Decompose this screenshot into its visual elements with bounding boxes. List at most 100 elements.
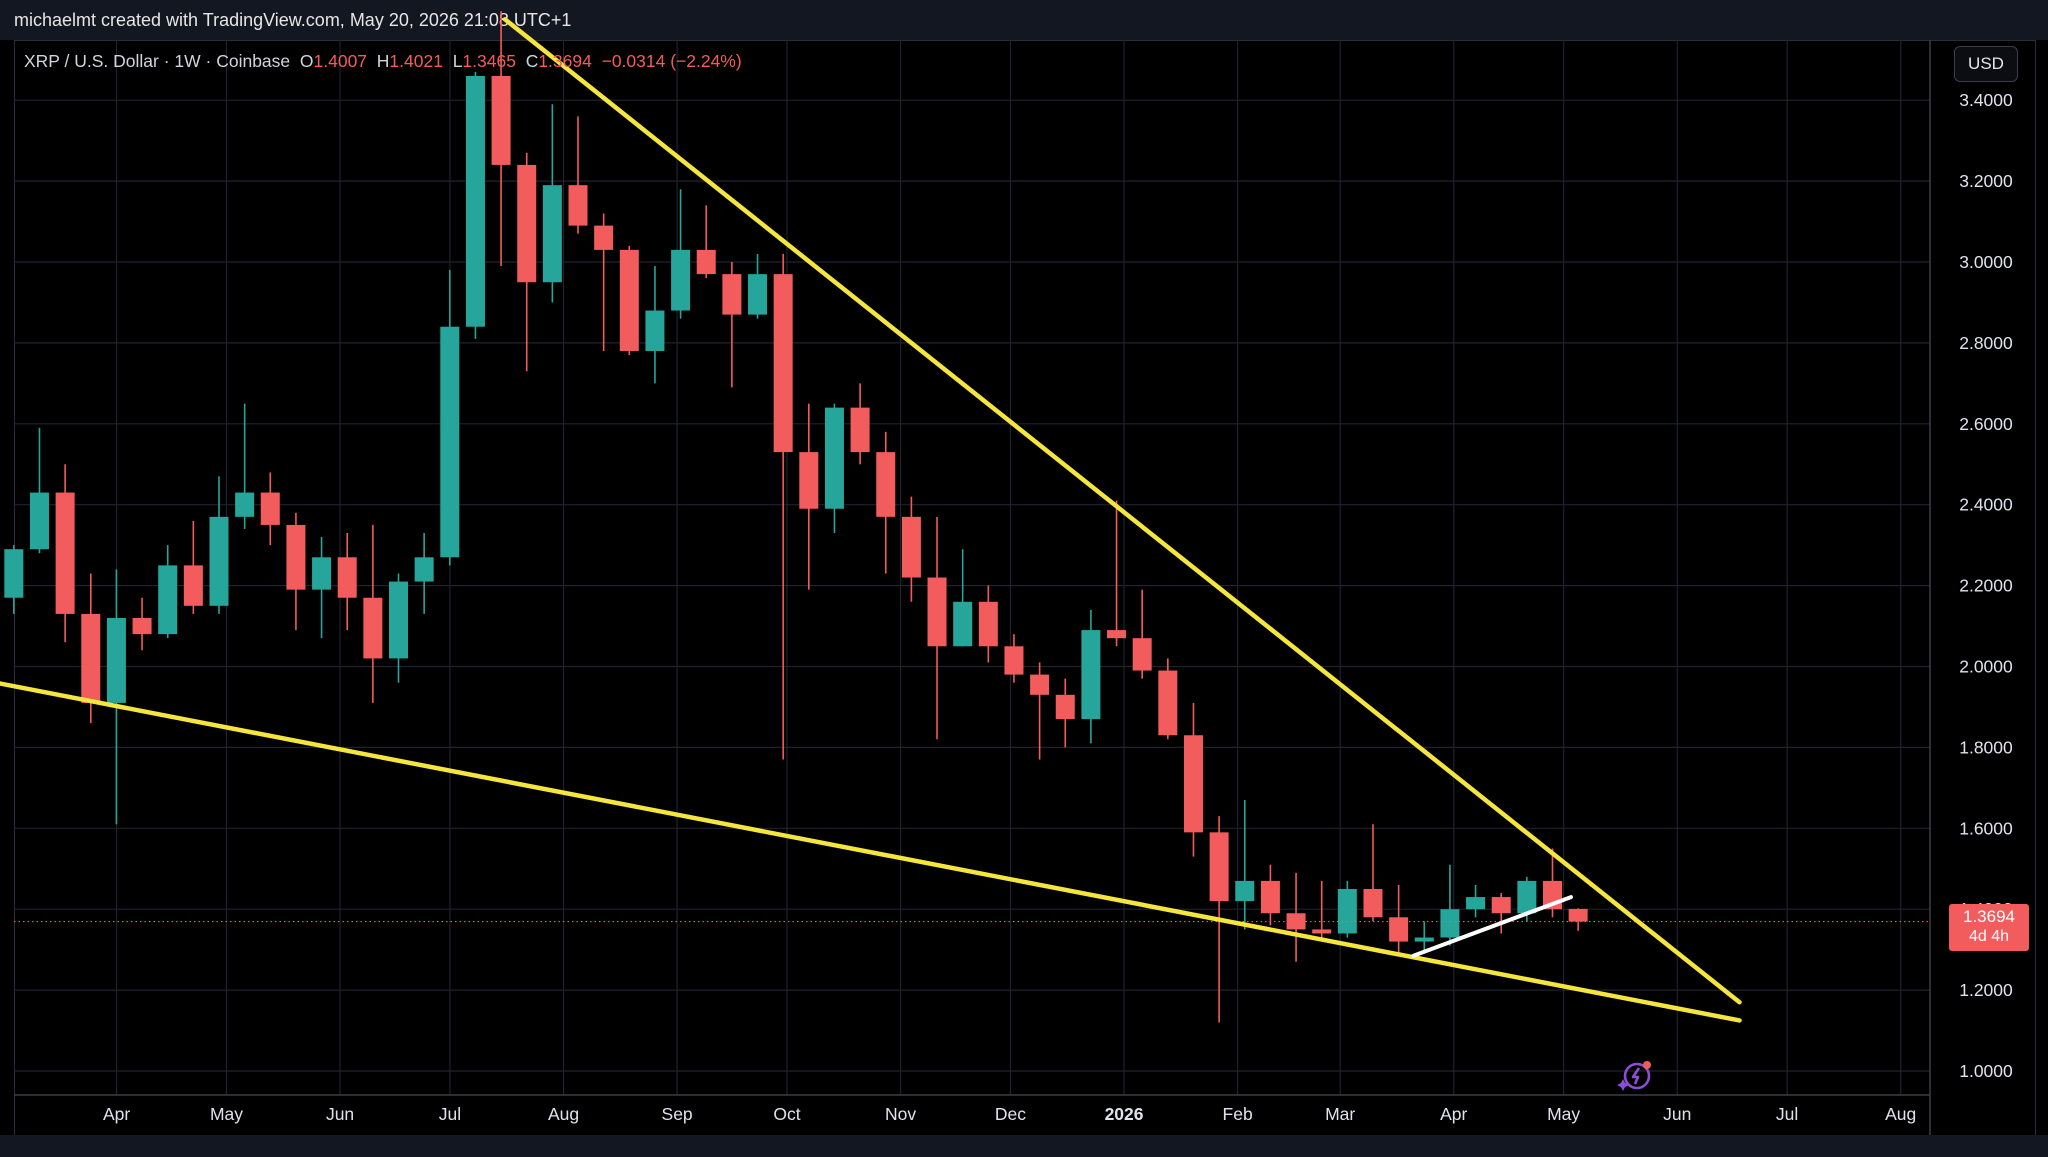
candle-body [363, 597, 383, 659]
candle-bodies [4, 75, 1588, 942]
bottom-band [0, 1135, 2048, 1157]
y-tick-label: 2.0000 [1959, 657, 2013, 677]
candle-body [1004, 646, 1024, 675]
candle-body [671, 249, 691, 311]
low-label: L [452, 51, 463, 71]
x-tick-label: 2026 [1105, 1104, 1144, 1124]
x-tick-label: Sep [662, 1104, 693, 1124]
candle-body [1568, 908, 1588, 922]
candle-body [132, 617, 152, 635]
axes: 1.00001.20001.40001.60001.80002.00002.20… [14, 40, 2013, 1135]
y-tick-label: 3.2000 [1959, 171, 2013, 191]
x-tick-label: Aug [548, 1104, 579, 1124]
candle-body [748, 274, 768, 315]
candle-body [722, 274, 742, 315]
candle-body [465, 75, 485, 327]
candle-body [517, 164, 537, 283]
candle-body [953, 601, 973, 647]
candle-body [260, 492, 280, 525]
x-tick-label: Mar [1325, 1104, 1355, 1124]
candle-body [1312, 929, 1332, 934]
candle-body [158, 565, 178, 635]
candle-body [696, 249, 716, 275]
y-tick-label: 2.2000 [1959, 576, 2013, 596]
candle-body [1132, 638, 1152, 671]
candle-body [1363, 888, 1383, 918]
y-tick-label: 3.4000 [1959, 90, 2013, 110]
x-tick-label: Apr [103, 1104, 130, 1124]
trendlines [0, 17, 1930, 1023]
candle-body [183, 565, 203, 606]
candle-body [1081, 630, 1101, 720]
x-tick-label: Jun [326, 1104, 354, 1124]
currency-button[interactable]: USD [1954, 46, 2018, 82]
change-value: −0.0314 (−2.24%) [601, 51, 742, 71]
last-price: 1.3694 [1963, 907, 2015, 926]
candle-body [1517, 880, 1537, 914]
trendline-yellow [0, 681, 1742, 1023]
candle-body [1235, 880, 1255, 902]
candle-body [568, 185, 588, 226]
y-tick-label: 1.6000 [1959, 818, 2013, 838]
sparkle-badge-icon[interactable] [1616, 1057, 1654, 1095]
x-tick-label: Dec [995, 1104, 1026, 1124]
candle-body [1389, 917, 1409, 942]
candle-body [1491, 897, 1511, 914]
candle-body [1158, 670, 1178, 736]
candle-body [1286, 913, 1306, 930]
y-tick-label: 2.4000 [1959, 495, 2013, 515]
candle-body [55, 492, 75, 614]
candle-body [209, 516, 229, 606]
candle-body [1466, 897, 1486, 910]
candle-body [901, 516, 921, 578]
close-value: 1.3694 [538, 51, 592, 71]
candle-body [542, 185, 562, 283]
candle-body [286, 524, 306, 590]
candle-body [1337, 888, 1357, 934]
y-tick-label: 2.6000 [1959, 414, 2013, 434]
creator-credit: michaelmt created with TradingView.com, … [14, 10, 572, 30]
candle-body [81, 613, 101, 703]
trendline-yellow [502, 17, 1742, 1005]
y-tick-label: 1.2000 [1959, 980, 2013, 1000]
y-tick-label: 3.0000 [1959, 252, 2013, 272]
x-tick-label: May [1547, 1104, 1580, 1124]
high-label: H [376, 51, 390, 71]
candle-body [594, 225, 614, 250]
candle-body [29, 492, 49, 550]
y-tick-label: 1.0000 [1959, 1061, 2013, 1081]
candle-body [440, 326, 460, 558]
low-value: 1.3465 [462, 51, 516, 71]
symbol-title: XRP / U.S. Dollar · 1W · Coinbase [24, 51, 291, 71]
candle-body [927, 577, 947, 647]
candle-body [491, 75, 511, 165]
candle-body [773, 274, 793, 453]
x-tick-label: May [210, 1104, 243, 1124]
last-price-tag: 1.3694 4d 4h [1949, 904, 2029, 951]
candle-body [235, 492, 255, 517]
candle-body [1209, 832, 1229, 902]
x-tick-label: Apr [1440, 1104, 1467, 1124]
candle-body [1260, 880, 1280, 914]
candle-body [645, 310, 665, 351]
x-tick-label: Jul [1776, 1104, 1798, 1124]
candle-body [1107, 630, 1127, 639]
x-tick-label: Aug [1885, 1104, 1916, 1124]
y-tick-label: 2.8000 [1959, 333, 2013, 353]
candle-body [106, 617, 126, 703]
candle-body [1055, 694, 1075, 720]
x-tick-label: Feb [1223, 1104, 1253, 1124]
candle-body [978, 601, 998, 647]
x-tick-label: Nov [885, 1104, 916, 1124]
candle-body [824, 407, 844, 509]
candle-body [1440, 909, 1460, 938]
open-value: 1.4007 [313, 51, 368, 71]
x-tick-label: Jul [439, 1104, 461, 1124]
candle-body [850, 407, 870, 453]
candle-body [1414, 937, 1434, 942]
candle-body [389, 581, 409, 659]
x-tick-label: Oct [773, 1104, 800, 1124]
trendline-white [1411, 895, 1573, 958]
bar-countdown: 4d 4h [1968, 928, 2010, 945]
